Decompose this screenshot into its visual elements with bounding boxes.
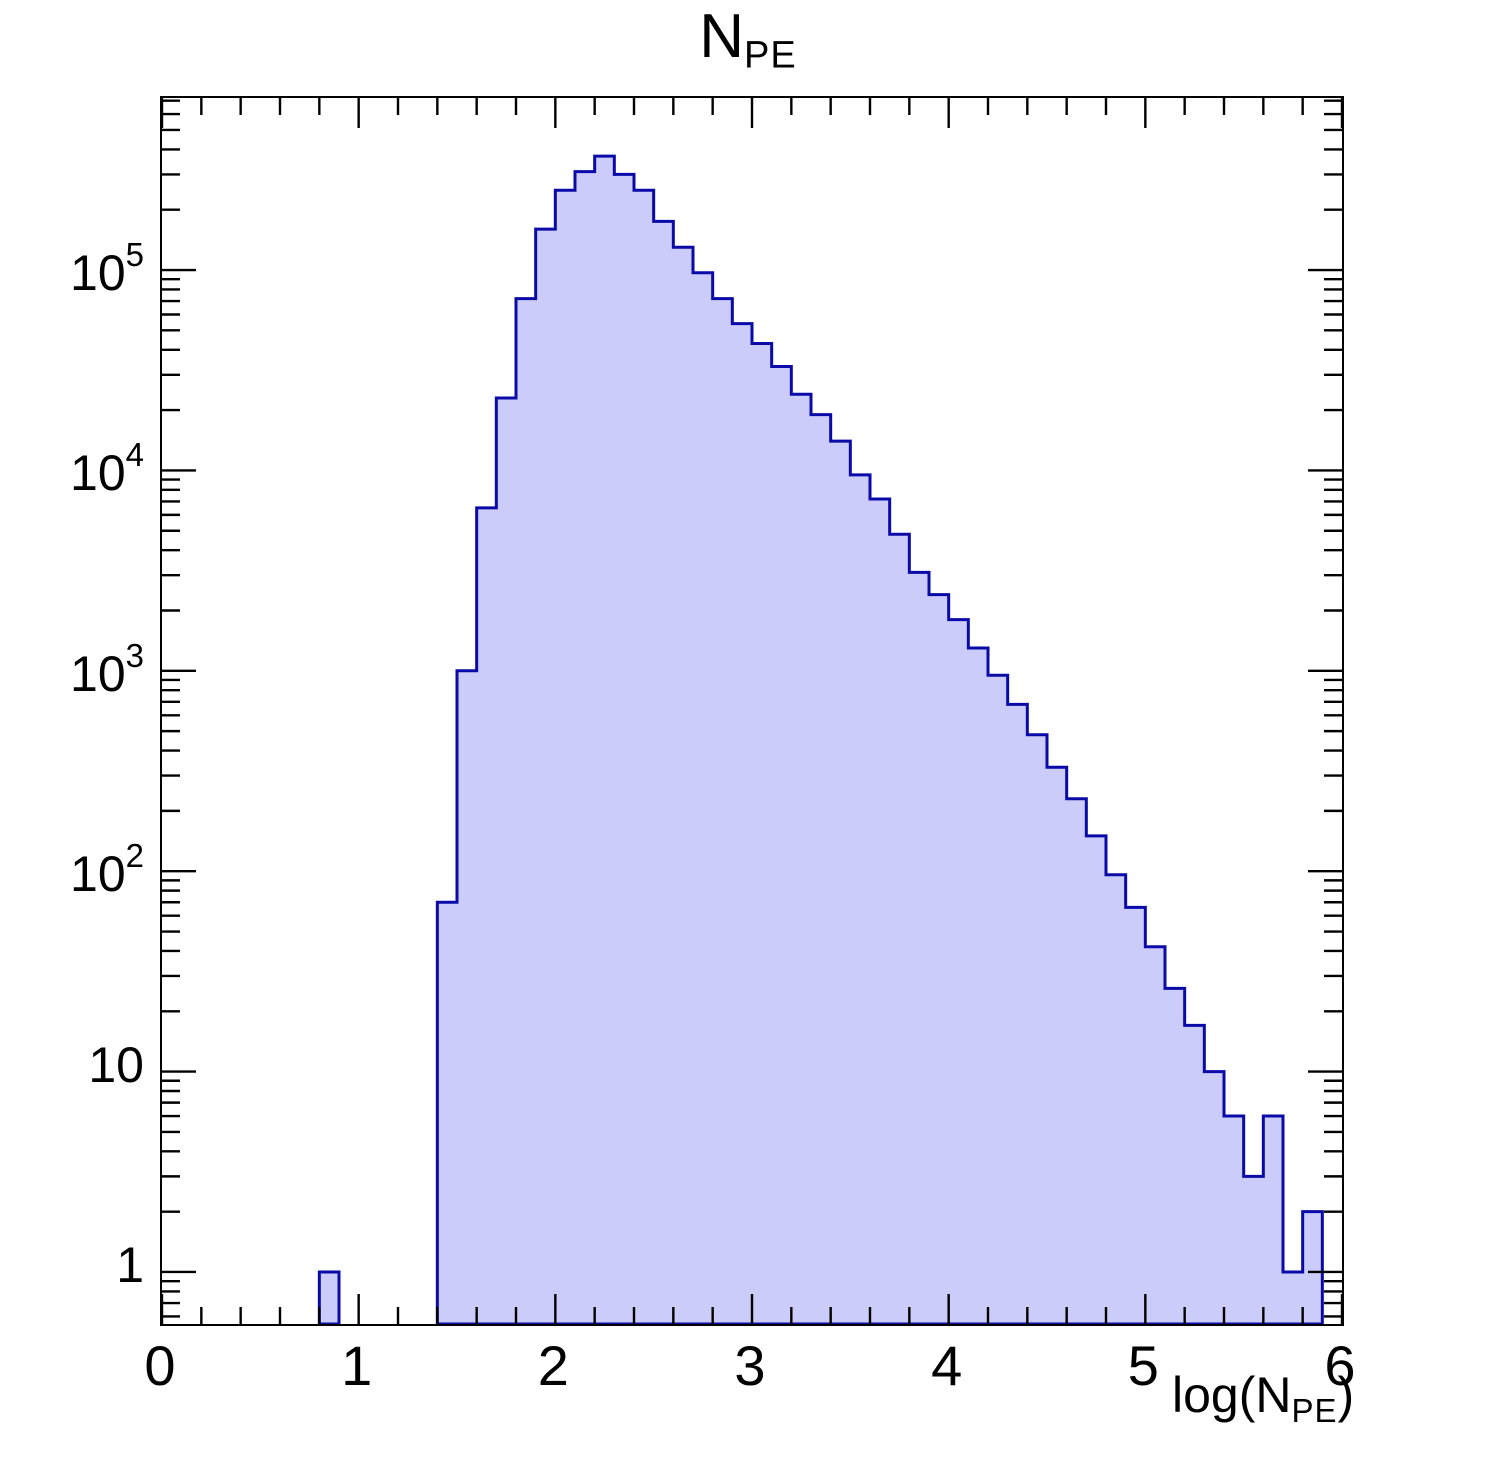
x-axis-title-subscript: PE [1291, 1391, 1338, 1429]
x-tick-label: 5 [1127, 1334, 1159, 1397]
page-title: NPE [0, 6, 1496, 75]
x-tick-label: 4 [931, 1334, 963, 1397]
plot-frame [160, 96, 1344, 1326]
x-tick-label: 6 [1324, 1334, 1356, 1397]
x-tick-label: 2 [537, 1334, 569, 1397]
histogram-plot [317, 154, 1324, 1324]
x-axis-title-tail: ) [1337, 1367, 1355, 1423]
x-tick-label: 0 [144, 1334, 176, 1397]
y-tick-label: 10 [88, 1036, 144, 1093]
y-tick-label: 1 [116, 1236, 144, 1293]
histogram-series [317, 154, 1324, 1324]
y-tick-label: 103 [70, 636, 144, 702]
x-tick-label: 3 [734, 1334, 766, 1397]
x-tick-label: 1 [341, 1334, 373, 1397]
y-tick-label: 102 [70, 837, 144, 902]
y-tick-label: 105 [70, 236, 144, 301]
x-axis-title-main: log(N [1172, 1367, 1292, 1423]
title-main: N [699, 2, 745, 71]
title-subscript: PE [744, 34, 797, 77]
x-axis-title: log(NPE) [1172, 1370, 1354, 1427]
y-tick-label: 104 [70, 436, 144, 502]
